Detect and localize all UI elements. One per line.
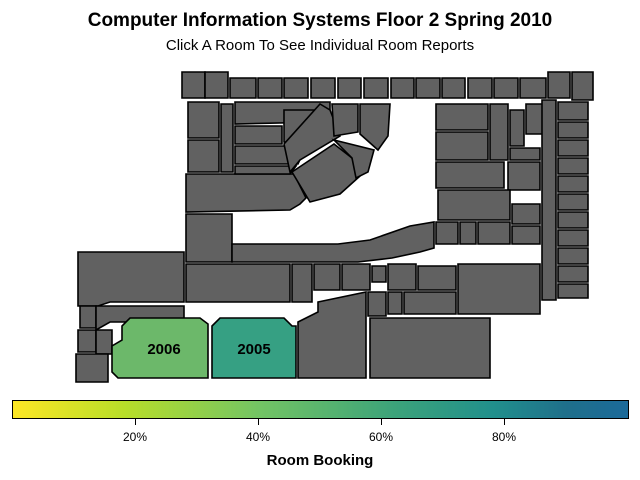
floor-plan-map: 2006 2005 (75, 71, 594, 383)
room[interactable] (310, 77, 336, 99)
room[interactable] (185, 263, 291, 303)
room[interactable] (477, 221, 511, 245)
room[interactable] (435, 161, 505, 189)
room[interactable] (297, 291, 367, 379)
room[interactable] (435, 221, 459, 245)
room[interactable] (371, 265, 387, 283)
room[interactable] (367, 291, 387, 317)
room[interactable] (493, 77, 519, 99)
room[interactable] (95, 329, 113, 355)
room[interactable] (437, 189, 511, 221)
room[interactable] (459, 221, 477, 245)
room[interactable] (557, 193, 589, 211)
room[interactable] (415, 77, 441, 99)
room[interactable] (79, 305, 97, 329)
colorbar-tick-label: 80% (491, 430, 517, 444)
page-title: Computer Information Systems Floor 2 Spr… (87, 10, 553, 31)
room[interactable] (557, 283, 589, 299)
room-2005[interactable] (211, 317, 297, 379)
room[interactable] (509, 109, 525, 147)
room[interactable] (557, 229, 589, 247)
room[interactable] (519, 77, 547, 99)
room[interactable] (457, 263, 541, 315)
room[interactable] (557, 157, 589, 175)
room[interactable] (234, 125, 283, 145)
middle-rooms (185, 263, 541, 317)
room[interactable] (547, 71, 571, 99)
room[interactable] (557, 265, 589, 283)
far-right-rooms (557, 101, 589, 299)
room[interactable] (557, 247, 589, 265)
room[interactable] (387, 291, 403, 315)
room[interactable] (441, 77, 466, 99)
room[interactable] (557, 101, 589, 121)
room[interactable] (571, 71, 594, 101)
room[interactable] (185, 173, 307, 213)
room[interactable] (511, 203, 541, 225)
room[interactable] (387, 263, 417, 291)
left-rooms (185, 101, 307, 263)
room[interactable] (390, 77, 415, 99)
colorbar-tick (504, 419, 505, 425)
room[interactable] (204, 71, 229, 99)
room[interactable] (257, 77, 283, 99)
room[interactable] (417, 265, 457, 291)
room[interactable] (231, 221, 435, 263)
room[interactable] (331, 138, 375, 180)
room[interactable] (557, 139, 589, 157)
room[interactable] (557, 175, 589, 193)
room[interactable] (467, 77, 493, 99)
page-subtitle: Click A Room To See Individual Room Repo… (165, 37, 475, 54)
room[interactable] (557, 121, 589, 139)
room[interactable] (511, 225, 541, 245)
room[interactable] (187, 101, 220, 139)
room[interactable] (337, 77, 362, 99)
colorbar-tick (381, 419, 382, 425)
room[interactable] (75, 353, 109, 383)
room[interactable] (291, 263, 313, 303)
room[interactable] (507, 161, 541, 191)
colorbar-tick (258, 419, 259, 425)
right-rooms (435, 99, 557, 301)
room[interactable] (541, 99, 557, 301)
room[interactable] (77, 251, 185, 307)
room[interactable] (185, 213, 233, 263)
room[interactable] (435, 131, 489, 161)
room[interactable] (509, 147, 541, 161)
curved-rooms (234, 101, 391, 203)
room[interactable] (181, 71, 206, 99)
room[interactable] (220, 103, 234, 173)
colorbar-tick-label: 20% (122, 430, 148, 444)
room[interactable] (435, 103, 489, 131)
colorbar-title: Room Booking (266, 452, 374, 469)
colorbar-tick-label: 40% (245, 430, 271, 444)
room[interactable] (341, 263, 371, 291)
room[interactable] (363, 77, 389, 99)
room[interactable] (557, 211, 589, 229)
room[interactable] (369, 317, 491, 379)
room[interactable] (229, 77, 257, 99)
room[interactable] (283, 102, 341, 174)
room[interactable] (77, 329, 97, 353)
top-room-row (181, 71, 594, 101)
room[interactable] (489, 103, 509, 161)
colorbar-tick-label: 60% (368, 430, 394, 444)
room[interactable] (313, 263, 341, 291)
colorbar-tick (135, 419, 136, 425)
left-wing-rooms (75, 251, 185, 383)
room-2006[interactable] (111, 317, 209, 379)
room[interactable] (234, 165, 298, 175)
room[interactable] (403, 291, 457, 315)
room-booking-colorbar (12, 400, 629, 419)
room[interactable] (187, 139, 220, 173)
room[interactable] (359, 103, 391, 152)
room[interactable] (331, 103, 359, 137)
room[interactable] (283, 77, 309, 99)
